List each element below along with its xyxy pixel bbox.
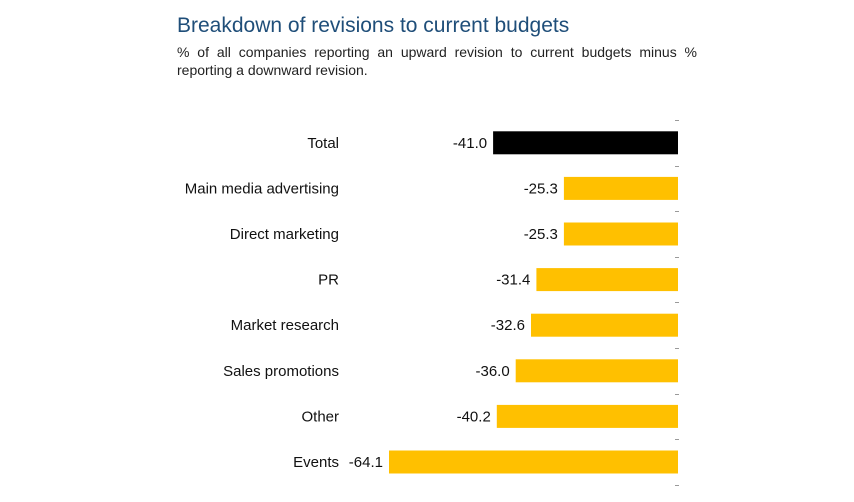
value-label: -41.0 (453, 135, 487, 152)
bar (493, 131, 678, 155)
bar (389, 450, 678, 474)
category-label: Other (301, 408, 339, 425)
bar (536, 268, 678, 292)
category-label: Direct marketing (230, 226, 339, 243)
bar (515, 359, 678, 383)
bar (531, 313, 678, 337)
category-label: Total (307, 135, 339, 152)
category-label: Sales promotions (223, 363, 339, 380)
category-label: Events (293, 454, 339, 471)
chart-title: Breakdown of revisions to current budget… (177, 14, 570, 37)
value-label: -25.3 (524, 226, 558, 243)
value-label: -32.6 (491, 317, 525, 334)
value-label: -25.3 (524, 180, 558, 197)
category-label: PR (318, 272, 339, 289)
bar (563, 176, 678, 200)
bar (496, 404, 678, 428)
value-label: -64.1 (349, 454, 383, 471)
chart-subtitle: % of all companies reporting an upward r… (177, 44, 697, 78)
value-label: -31.4 (496, 272, 530, 289)
value-label: -40.2 (457, 408, 491, 425)
category-label: Main media advertising (185, 180, 339, 197)
category-label: Market research (231, 317, 339, 334)
bar (563, 222, 678, 246)
value-label: -36.0 (475, 363, 509, 380)
